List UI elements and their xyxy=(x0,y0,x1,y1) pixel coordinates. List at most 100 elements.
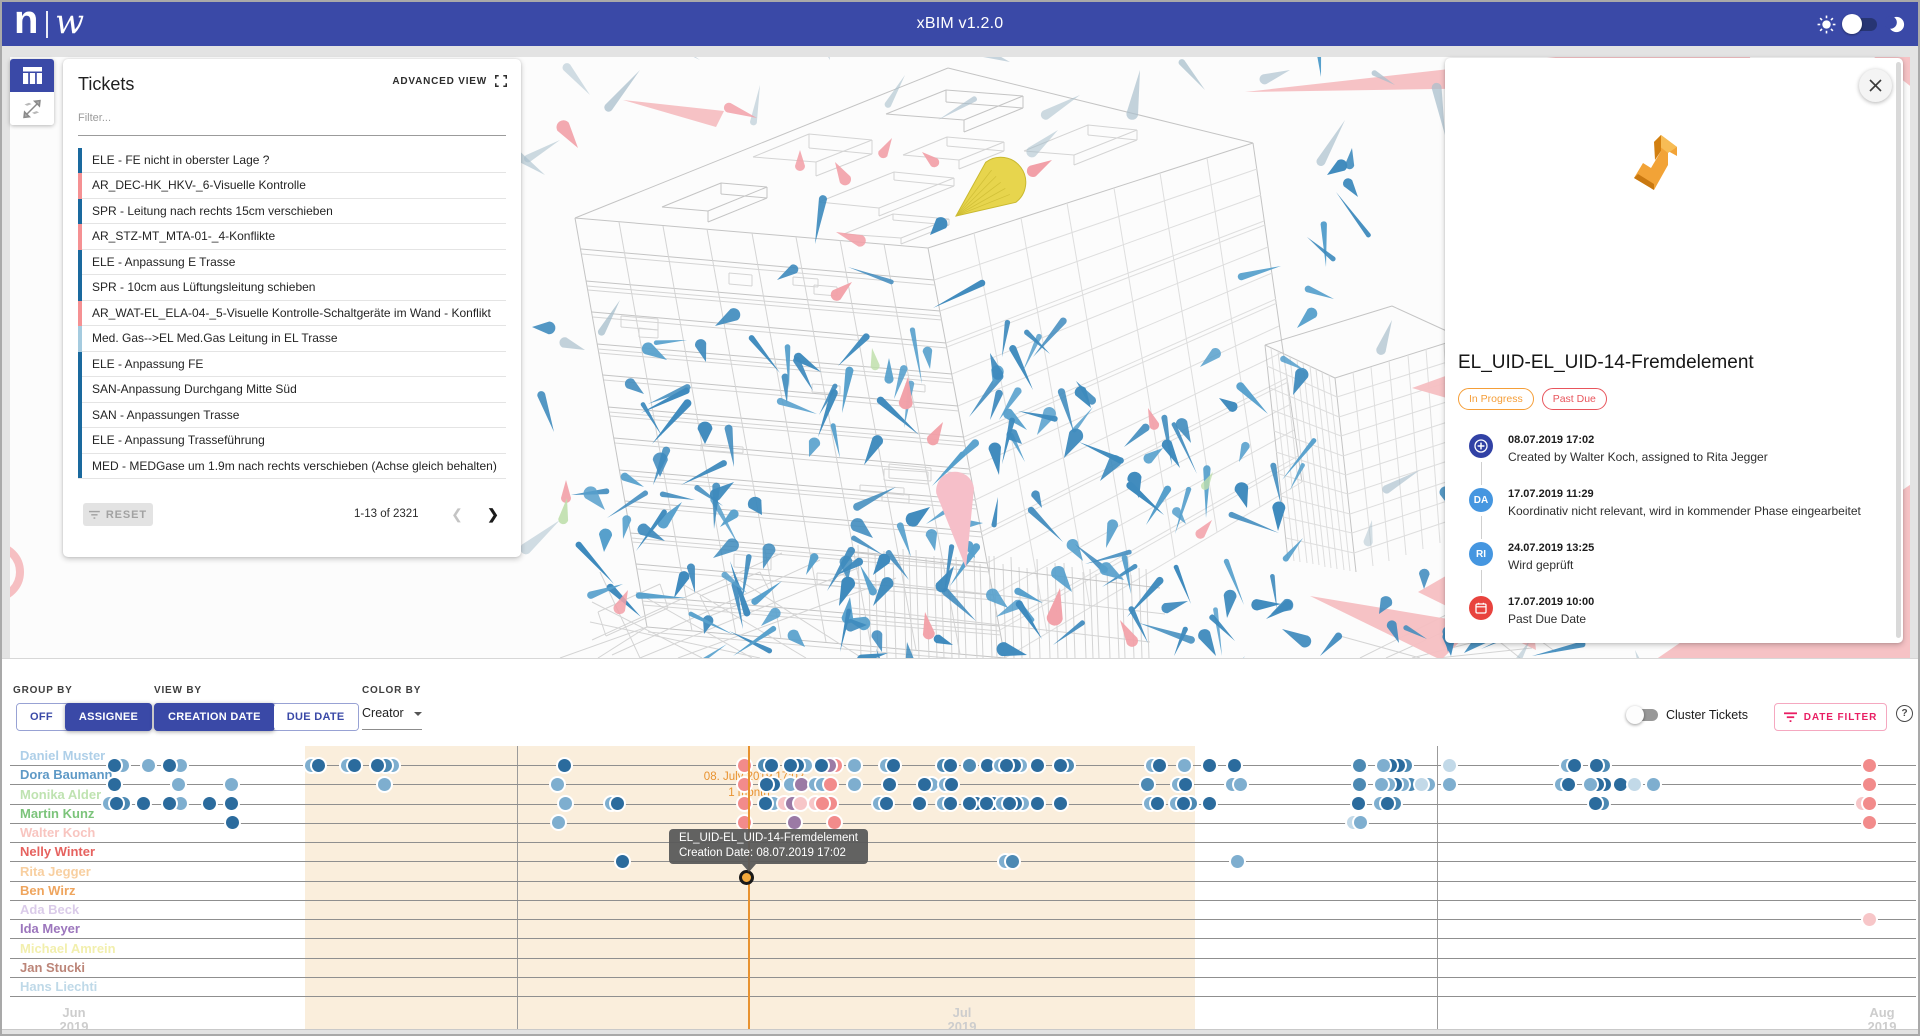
ticket-dot[interactable] xyxy=(1140,777,1154,791)
ticket-dot[interactable] xyxy=(107,758,121,772)
ticket-dot[interactable] xyxy=(1202,797,1216,810)
ticket-dot[interactable] xyxy=(1176,797,1190,810)
ticket-dot[interactable] xyxy=(1202,758,1216,772)
ticket-dot[interactable] xyxy=(173,797,187,810)
detail-scrollbar[interactable] xyxy=(1896,62,1901,638)
ticket-dot[interactable] xyxy=(847,777,861,791)
ticket-dot[interactable] xyxy=(827,816,841,830)
ticket-dot[interactable] xyxy=(1862,758,1876,772)
ticket-dot[interactable] xyxy=(847,758,861,772)
date-filter-button[interactable]: DATE FILTER xyxy=(1774,703,1887,731)
ticket-dot[interactable] xyxy=(107,777,121,791)
ticket-dot[interactable] xyxy=(737,816,751,830)
ticket-dot[interactable] xyxy=(1230,854,1244,868)
next-page-button[interactable]: ❯ xyxy=(487,505,499,522)
ticket-item[interactable]: SPR - 10cm aus Lüftungsleitung schieben xyxy=(78,275,506,301)
ticket-item[interactable]: ELE - FE nicht in oberster Lage ? xyxy=(78,147,506,173)
ticket-dot[interactable] xyxy=(1862,816,1876,830)
ticket-dot[interactable] xyxy=(1862,912,1876,926)
ticket-dot[interactable] xyxy=(1030,758,1044,772)
ticket-dot[interactable] xyxy=(943,797,957,810)
reset-button[interactable]: RESET xyxy=(83,503,153,526)
ticket-dot[interactable] xyxy=(224,777,238,791)
ticket-dot[interactable] xyxy=(162,758,176,772)
ticket-dot[interactable] xyxy=(815,797,829,810)
ticket-item[interactable]: SAN - Anpassungen Trasse xyxy=(78,402,506,428)
ticket-dot[interactable] xyxy=(979,797,993,810)
ticket-dot[interactable] xyxy=(1588,797,1602,810)
group-by-off[interactable]: OFF xyxy=(17,704,66,730)
ticket-dot[interactable] xyxy=(999,758,1013,772)
ticket-dot[interactable] xyxy=(1030,797,1044,810)
ticket-dot[interactable] xyxy=(1414,777,1428,791)
ticket-item[interactable]: MED - MEDGase um 1.9m nach rechts versch… xyxy=(78,453,506,479)
model-view-button[interactable] xyxy=(10,92,54,125)
close-button[interactable] xyxy=(1859,69,1892,102)
ticket-dot[interactable] xyxy=(737,758,751,772)
view-by-due-date[interactable]: DUE DATE xyxy=(273,704,358,730)
ticket-filter-input[interactable] xyxy=(78,112,506,124)
ticket-dot[interactable] xyxy=(173,758,187,772)
ticket-dot[interactable] xyxy=(944,777,958,791)
ticket-dot[interactable] xyxy=(141,758,155,772)
tickets-table-button[interactable] xyxy=(10,59,54,92)
ticket-dot[interactable] xyxy=(347,758,361,772)
ticket-dot[interactable] xyxy=(1862,777,1876,791)
ticket-item[interactable]: AR_DEC-HK_HKV-_6-Visuelle Kontrolle xyxy=(78,173,506,199)
view-by-creation-date[interactable]: CREATION DATE xyxy=(154,703,275,731)
ticket-item[interactable]: ELE - Anpassung FE xyxy=(78,351,506,377)
ticket-dot[interactable] xyxy=(162,797,176,810)
ticket-dot[interactable] xyxy=(610,797,624,810)
ticket-dot[interactable] xyxy=(1374,777,1388,791)
ticket-dot[interactable] xyxy=(1233,777,1247,791)
ticket-dot[interactable] xyxy=(1561,777,1575,791)
ticket-dot[interactable] xyxy=(1177,758,1191,772)
ticket-dot[interactable] xyxy=(1376,758,1390,772)
ticket-dot[interactable] xyxy=(980,758,994,772)
ticket-dot[interactable] xyxy=(1567,758,1581,772)
ticket-dot[interactable] xyxy=(1583,777,1597,791)
ticket-dot[interactable] xyxy=(1613,777,1627,791)
ticket-dot[interactable] xyxy=(171,777,185,791)
cluster-tickets-toggle[interactable] xyxy=(1626,706,1658,724)
ticket-dot[interactable] xyxy=(787,816,801,830)
ticket-dot[interactable] xyxy=(202,797,216,810)
ticket-dot[interactable] xyxy=(1646,777,1660,791)
ticket-dot[interactable] xyxy=(783,758,797,772)
ticket-dot[interactable] xyxy=(917,777,931,791)
ticket-dot[interactable] xyxy=(764,758,778,772)
ticket-dot[interactable] xyxy=(550,777,564,791)
ticket-dot[interactable] xyxy=(1442,777,1456,791)
ticket-dot[interactable] xyxy=(737,797,751,810)
ticket-dot[interactable] xyxy=(793,797,807,810)
ticket-dot[interactable] xyxy=(558,797,572,810)
ticket-dot[interactable] xyxy=(377,777,391,791)
ticket-dot[interactable] xyxy=(962,758,976,772)
ticket-dot[interactable] xyxy=(912,797,926,810)
ticket-dot[interactable] xyxy=(1442,758,1456,772)
ticket-dot[interactable] xyxy=(794,777,808,791)
ticket-dot[interactable] xyxy=(1053,758,1067,772)
prev-page-button[interactable]: ❮ xyxy=(451,505,463,522)
ticket-item[interactable]: SPR - Leitung nach rechts 15cm verschieb… xyxy=(78,198,506,224)
ticket-dot[interactable] xyxy=(823,777,837,791)
ticket-dot[interactable] xyxy=(737,777,751,791)
ticket-dot[interactable] xyxy=(224,797,238,810)
color-by-select[interactable]: Creator xyxy=(362,706,422,720)
advanced-view-button[interactable]: ADVANCED VIEW xyxy=(392,75,507,87)
ticket-dot[interactable] xyxy=(783,777,797,791)
ticket-dot[interactable] xyxy=(1862,797,1876,810)
ticket-dot[interactable] xyxy=(557,758,571,772)
ticket-dot[interactable] xyxy=(1380,797,1394,810)
ticket-dot[interactable] xyxy=(1351,797,1365,810)
ticket-item[interactable]: AR_STZ-MT_MTA-01-_4-Konflikte xyxy=(78,224,506,250)
ticket-dot[interactable] xyxy=(886,758,900,772)
ticket-dot[interactable] xyxy=(1150,797,1164,810)
ticket-dot[interactable] xyxy=(758,797,772,810)
ticket-dot[interactable] xyxy=(311,758,325,772)
selected-ticket-dot[interactable] xyxy=(738,870,754,885)
ticket-dot[interactable] xyxy=(615,854,629,868)
ticket-dot[interactable] xyxy=(759,777,773,791)
ticket-dot[interactable] xyxy=(1152,758,1166,772)
ticket-dot[interactable] xyxy=(1352,758,1366,772)
